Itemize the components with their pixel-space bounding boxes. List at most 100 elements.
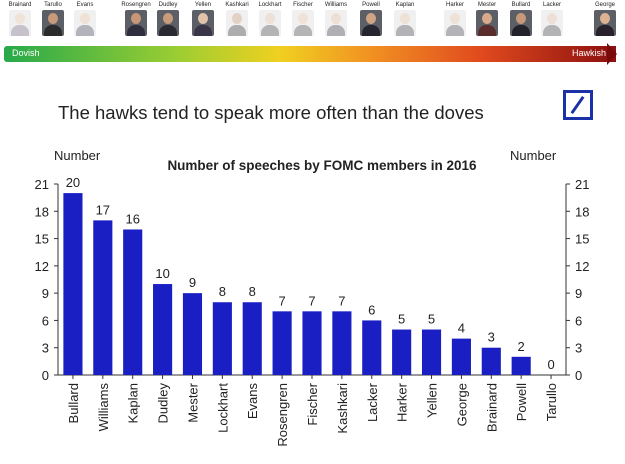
photo-body [194, 25, 212, 36]
portrait-dudley: Dudley [149, 1, 187, 41]
bar-lacker [362, 320, 382, 375]
photo-head [516, 13, 526, 24]
data-label: 3 [488, 330, 495, 345]
portrait-photo [325, 10, 347, 36]
data-label: 8 [249, 284, 256, 299]
headline: The hawks tend to speak more often than … [58, 102, 484, 123]
portrait-name: Kaplan [395, 2, 415, 8]
y-tick-label-left: 9 [42, 286, 49, 301]
data-label: 5 [398, 312, 405, 327]
portrait-name: Mester [477, 2, 497, 8]
portrait-powell: Powell [352, 1, 390, 41]
data-label: 8 [219, 284, 226, 299]
portrait-name: Powell [362, 2, 380, 8]
x-tick-label: Brainard [484, 383, 499, 432]
y-tick-label-left: 0 [42, 368, 49, 383]
photo-head [600, 13, 610, 24]
y-tick-label-left: 18 [35, 204, 49, 219]
portrait-kashkari: Kashkari [218, 1, 256, 41]
portrait-kaplan: Kaplan [386, 1, 424, 41]
photo-body [261, 25, 279, 36]
bar-lockhart [212, 302, 232, 375]
portrait-photo [292, 10, 314, 36]
dovish-label: Dovish [12, 48, 40, 58]
data-label: 7 [338, 293, 345, 308]
bar-george [451, 338, 471, 375]
data-label: 17 [96, 202, 110, 217]
data-label: 16 [125, 211, 139, 226]
photo-head [15, 13, 25, 24]
portrait-tarullo: Tarullo [34, 1, 72, 41]
data-label: 7 [279, 293, 286, 308]
portrait-photo [192, 10, 214, 36]
portrait-name: Harker [445, 2, 464, 8]
photo-head [366, 13, 376, 24]
bar-brainard [481, 347, 501, 375]
portrait-harker: Harker [436, 1, 474, 41]
photo-head [131, 13, 141, 24]
bar-yellen [421, 329, 442, 375]
data-label: 2 [518, 339, 525, 354]
bar-kaplan [123, 229, 143, 375]
portrait-photo [541, 10, 563, 36]
photo-body [294, 25, 312, 36]
portrait-lockhart: Lockhart [251, 1, 289, 41]
photo-head [163, 13, 173, 24]
x-tick-label: Dudley [156, 383, 171, 424]
x-tick-label: Rosengren [275, 383, 290, 447]
x-tick-label: Lacker [365, 382, 380, 422]
bar-kashkari [332, 311, 352, 375]
bar-harker [392, 329, 412, 375]
photo-body [327, 25, 345, 36]
portrait-photo [259, 10, 281, 36]
portrait-photo [42, 10, 64, 36]
portrait-name: Yellen [194, 2, 212, 8]
portrait-yellen: Yellen [184, 1, 222, 41]
chart-title: Number of speeches by FOMC members in 20… [167, 158, 477, 173]
portrait-george: George [586, 1, 624, 41]
y-tick-label-right: 21 [575, 177, 589, 192]
portrait-name: Dudley [158, 2, 178, 8]
portrait-photo [9, 10, 31, 36]
y-tick-label-left: 12 [35, 259, 49, 274]
portrait-lacker: Lacker [533, 1, 571, 41]
photo-body [543, 25, 561, 36]
y-tick-label-right: 6 [575, 313, 582, 328]
portrait-photo [226, 10, 248, 36]
portrait-name: George [594, 2, 615, 8]
portrait-name: Rosengren [121, 2, 151, 8]
y-axis-label-right: Number [510, 148, 557, 163]
photo-head [198, 13, 208, 24]
data-label: 0 [547, 357, 554, 372]
data-label: 4 [458, 321, 465, 336]
data-label: 10 [155, 266, 169, 281]
data-label: 7 [308, 293, 315, 308]
bar-fischer [302, 311, 322, 375]
y-tick-label-right: 12 [575, 259, 589, 274]
bar-powell [511, 356, 531, 375]
portrait-bullard: Bullard [502, 1, 540, 41]
x-tick-label: Williams [96, 383, 111, 432]
portrait-name: Lacker [542, 2, 561, 8]
photo-head [265, 13, 275, 24]
photo-body [396, 25, 414, 36]
bar-evans [242, 302, 262, 375]
data-label: 9 [189, 275, 196, 290]
portrait-photo [444, 10, 466, 36]
portrait-photo [476, 10, 498, 36]
y-tick-label-left: 6 [42, 313, 49, 328]
photo-body [596, 25, 614, 36]
photo-head [298, 13, 308, 24]
portrait-mester: Mester [468, 1, 506, 41]
bar-mester [182, 293, 203, 375]
dovish-hawkish-scale: Dovish Hawkish [4, 43, 617, 65]
portrait-name: Lockhart [258, 2, 282, 8]
x-tick-label: Bullard [66, 383, 81, 423]
y-tick-label-right: 9 [575, 286, 582, 301]
logo-slash [570, 95, 585, 115]
portrait-name: Fischer [293, 2, 313, 8]
y-tick-label-left: 21 [35, 177, 49, 192]
data-label: 20 [66, 175, 80, 190]
